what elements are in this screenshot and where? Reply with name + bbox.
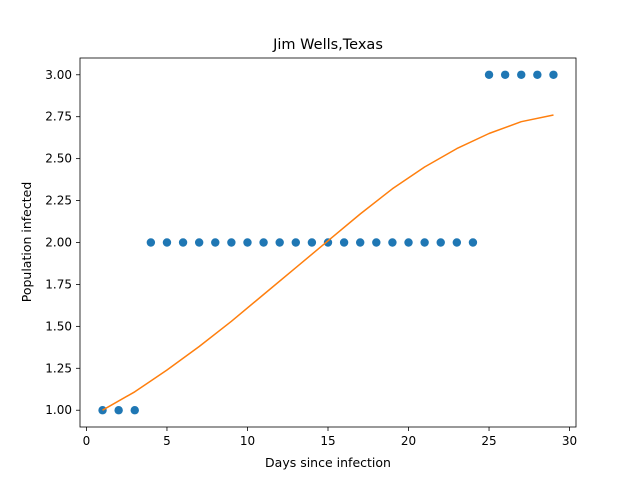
data-point [549, 70, 558, 79]
data-point [484, 70, 494, 79]
x-tick-label: 0 [83, 434, 91, 448]
x-tick-label: 20 [401, 434, 416, 448]
data-point [533, 70, 542, 79]
data-point [194, 238, 204, 247]
data-point [420, 238, 429, 247]
y-axis-title: Population infected [19, 182, 34, 303]
data-point [259, 238, 268, 247]
y-tick-label: 2.75 [45, 110, 72, 124]
data-point [452, 238, 462, 247]
data-point [517, 70, 526, 79]
data-point [178, 238, 188, 247]
x-tick-label: 30 [562, 434, 577, 448]
data-point [291, 238, 300, 247]
x-tick-label: 25 [481, 434, 496, 448]
data-point [162, 238, 172, 247]
x-tick-label: 5 [163, 434, 171, 448]
y-tick-label: 3.00 [45, 68, 72, 82]
data-point [211, 238, 220, 247]
data-point [227, 238, 236, 247]
x-tick-label: 10 [240, 434, 255, 448]
data-point [323, 238, 333, 247]
data-point [275, 238, 284, 247]
chart-title: Jim Wells,Texas [272, 37, 383, 53]
data-point [500, 70, 510, 79]
y-tick-label: 1.75 [45, 277, 72, 291]
x-tick-label: 15 [320, 434, 335, 448]
data-point [468, 238, 478, 247]
x-axis-title: Days since infection [265, 455, 391, 470]
y-tick-label: 1.00 [45, 403, 72, 417]
data-point [114, 406, 123, 415]
y-tick-label: 1.25 [45, 361, 72, 375]
data-point [130, 406, 139, 415]
y-tick-label: 2.00 [45, 236, 72, 250]
data-point [243, 238, 252, 247]
data-point [372, 238, 381, 247]
data-point [388, 238, 397, 247]
data-point [436, 238, 445, 247]
data-point [404, 238, 413, 247]
fit-line [102, 114, 554, 411]
y-tick-label: 2.25 [45, 194, 72, 208]
data-point [339, 238, 349, 247]
y-tick-label: 2.50 [45, 152, 72, 166]
plot-area [98, 70, 558, 415]
axes: 0 5 10 15 20 25 30 1.00 1.25 1.50 1.75 2.00 2.25 2.50… [45, 57, 577, 448]
y-tick-label: 1.50 [45, 319, 72, 333]
data-point [307, 238, 317, 247]
data-point [146, 238, 156, 247]
data-point [356, 238, 365, 247]
